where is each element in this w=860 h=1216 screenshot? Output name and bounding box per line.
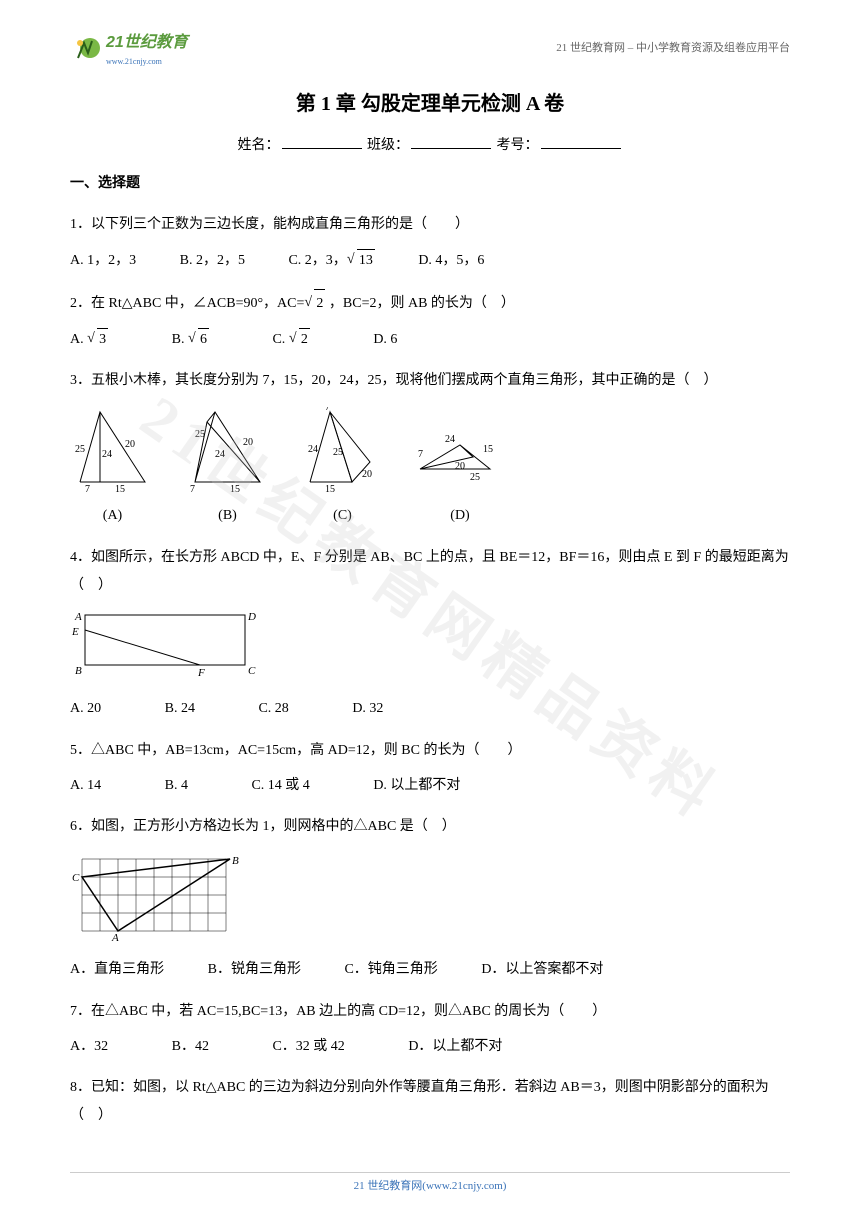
svg-text:C: C (72, 872, 80, 884)
q7-option-b[interactable]: B．42 (172, 1036, 209, 1058)
svg-text:A: A (74, 611, 82, 623)
q4-option-d[interactable]: D. 32 (352, 698, 383, 720)
question-4: 4．如图所示，在长方形 ABCD 中，E、F 分别是 AB、BC 上的点，且 B… (70, 544, 790, 600)
logo-icon (70, 33, 102, 65)
q5-option-b[interactable]: B. 4 (165, 775, 188, 797)
q7-option-d[interactable]: D．以上都不对 (408, 1036, 502, 1058)
svg-text:20: 20 (362, 469, 372, 480)
svg-text:D: D (247, 611, 256, 623)
svg-text:20: 20 (125, 439, 135, 450)
exam-label: 考号： (497, 138, 539, 153)
svg-text:25: 25 (333, 447, 343, 458)
question-4-options: A. 20 B. 24 C. 28 D. 32 (70, 698, 790, 720)
svg-text:20: 20 (243, 437, 253, 448)
q2-option-c[interactable]: C. 2 (272, 328, 309, 351)
svg-text:24: 24 (102, 449, 112, 460)
q3-figure-b[interactable]: 252420715 (B) (185, 407, 270, 528)
class-label: 班级： (367, 138, 409, 153)
svg-text:20: 20 (455, 461, 465, 472)
svg-text:25: 25 (195, 429, 205, 440)
q4-option-c[interactable]: C. 28 (258, 698, 288, 720)
q4-option-a[interactable]: A. 20 (70, 698, 101, 720)
q3-figure-d[interactable]: 724201525 (D) (415, 407, 505, 528)
svg-text:15: 15 (230, 484, 240, 495)
q5-option-a[interactable]: A. 14 (70, 775, 101, 797)
question-6-figure: B C A (70, 851, 790, 949)
svg-text:C: C (248, 665, 256, 677)
page-title: 第 1 章 勾股定理单元检测 A 卷 (70, 88, 790, 120)
svg-text:25: 25 (470, 472, 480, 483)
logo-text-url: www.21cnjy.com (106, 56, 188, 69)
q1-option-a[interactable]: A. 1，2，3 (70, 250, 136, 272)
question-3: 3．五根小木棒，其长度分别为 7，15，20，24，25，现将他们摆成两个直角三… (70, 367, 790, 395)
q1-option-d[interactable]: D. 4，5，6 (418, 250, 484, 272)
svg-text:E: E (71, 626, 79, 638)
svg-text:F: F (197, 667, 205, 679)
header-right-text: 21 世纪教育网 – 中小学教育资源及组卷应用平台 (556, 40, 790, 58)
logo: 21世纪教育 www.21cnjy.com (70, 30, 188, 68)
svg-text:15: 15 (483, 444, 493, 455)
question-4-figure: A D E B F C (70, 610, 790, 688)
question-7-options: A．32 B．42 C．32 或 42 D．以上都不对 (70, 1036, 790, 1058)
exam-blank[interactable] (541, 148, 621, 149)
logo-text-cn: 21世纪教育 (106, 30, 188, 56)
svg-text:15: 15 (115, 484, 125, 495)
student-info-line: 姓名： 班级： 考号： (70, 135, 790, 157)
q6-option-c[interactable]: C．钝角三角形 (344, 959, 437, 981)
svg-text:24: 24 (308, 444, 318, 455)
question-6: 6．如图，正方形小方格边长为 1，则网格中的△ABC 是（ ） (70, 813, 790, 841)
svg-text:B: B (75, 665, 82, 677)
q6-option-d[interactable]: D．以上答案都不对 (481, 959, 603, 981)
svg-text:7: 7 (325, 407, 330, 413)
name-label: 姓名： (238, 138, 280, 153)
page-footer: 21 世纪教育网(www.21cnjy.com) (70, 1172, 790, 1196)
page-header: 21世纪教育 www.21cnjy.com 21 世纪教育网 – 中小学教育资源… (70, 30, 790, 68)
q7-option-a[interactable]: A．32 (70, 1036, 108, 1058)
q1-option-c[interactable]: C. 2，3，13 (288, 249, 374, 272)
q5-option-c[interactable]: C. 14 或 4 (251, 775, 309, 797)
q2-option-a[interactable]: A. 3 (70, 328, 108, 351)
q5-option-d[interactable]: D. 以上都不对 (373, 775, 460, 797)
svg-text:7: 7 (418, 449, 423, 460)
q6-option-b[interactable]: B．锐角三角形 (208, 959, 301, 981)
question-8: 8．已知：如图，以 Rt△ABC 的三边为斜边分别向外作等腰直角三角形．若斜边 … (70, 1074, 790, 1130)
svg-text:B: B (232, 855, 239, 867)
q2-option-b[interactable]: B. 6 (172, 328, 209, 351)
svg-text:7: 7 (190, 484, 195, 495)
name-blank[interactable] (282, 148, 362, 149)
q6-option-a[interactable]: A．直角三角形 (70, 959, 164, 981)
q7-option-c[interactable]: C．32 或 42 (272, 1036, 344, 1058)
question-5-options: A. 14 B. 4 C. 14 或 4 D. 以上都不对 (70, 775, 790, 797)
svg-text:7: 7 (85, 484, 90, 495)
question-1-options: A. 1，2，3 B. 2，2，5 C. 2，3，13 D. 4，5，6 (70, 249, 790, 272)
question-3-figures: 252420715 (A) 252420715 (B) 724252015 (C… (70, 407, 790, 528)
q3-figure-a[interactable]: 252420715 (A) (70, 407, 155, 528)
q2-option-d[interactable]: D. 6 (373, 329, 397, 351)
q1-option-b[interactable]: B. 2，2，5 (180, 250, 245, 272)
question-2-options: A. 3 B. 6 C. 2 D. 6 (70, 328, 790, 351)
svg-text:24: 24 (215, 449, 225, 460)
question-5: 5．△ABC 中，AB=13cm，AC=15cm，高 AD=12，则 BC 的长… (70, 737, 790, 765)
svg-text:24: 24 (445, 434, 455, 445)
question-2: 2．在 Rt△ABC 中，∠ACB=90°，AC=2 ，BC=2，则 AB 的长… (70, 289, 790, 318)
question-6-options: A．直角三角形 B．锐角三角形 C．钝角三角形 D．以上答案都不对 (70, 959, 790, 981)
q4-option-b[interactable]: B. 24 (165, 698, 195, 720)
q3-figure-c[interactable]: 724252015 (C) (300, 407, 385, 528)
section-title: 一、选择题 (70, 173, 790, 195)
question-1: 1．以下列三个正数为三边长度，能构成直角三角形的是（ ） (70, 211, 790, 239)
question-7: 7．在△ABC 中，若 AC=15,BC=13，AB 边上的高 CD=12，则△… (70, 998, 790, 1026)
svg-text:A: A (111, 932, 119, 941)
svg-text:15: 15 (325, 484, 335, 495)
svg-text:25: 25 (75, 444, 85, 455)
class-blank[interactable] (411, 148, 491, 149)
